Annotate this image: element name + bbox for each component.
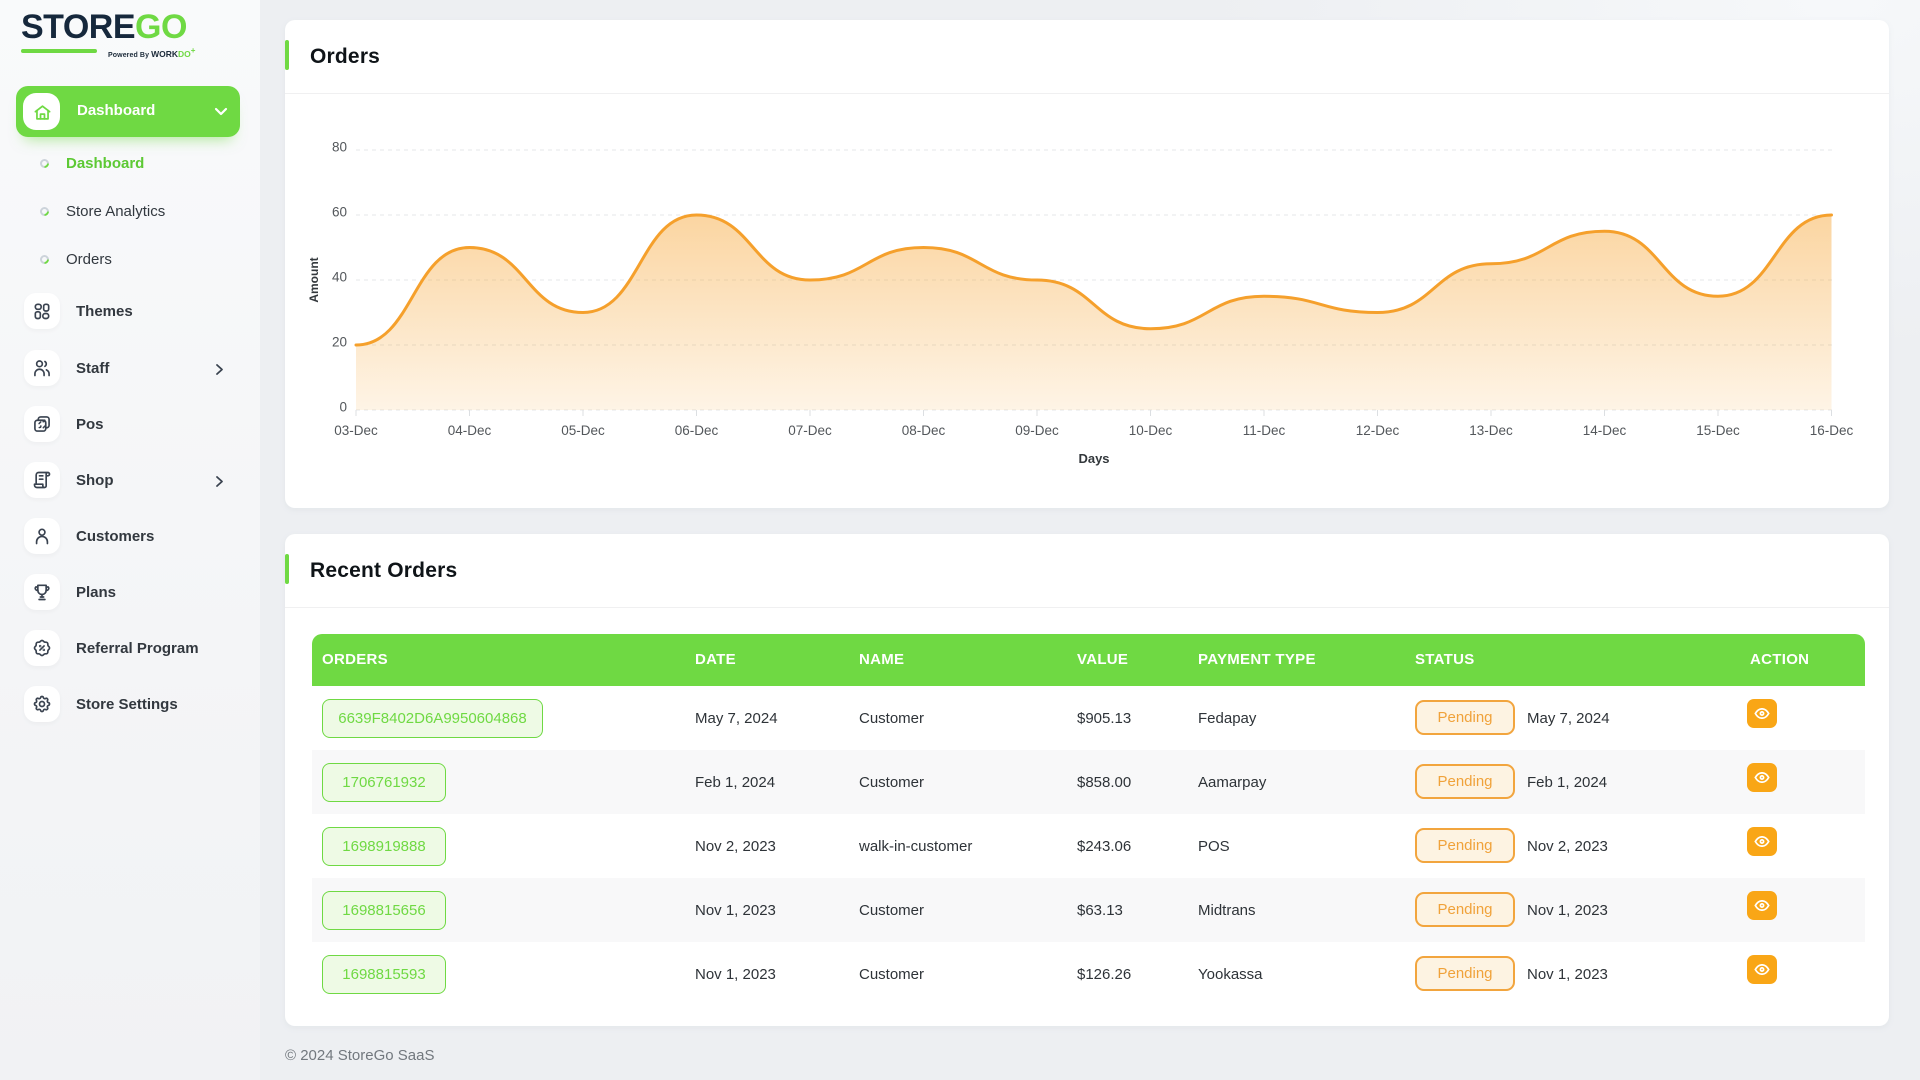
svg-text:0: 0 xyxy=(339,400,347,415)
svg-text:11-Dec: 11-Dec xyxy=(1243,423,1286,438)
svg-text:Amount: Amount xyxy=(307,257,321,302)
svg-text:12-Dec: 12-Dec xyxy=(1356,423,1400,438)
svg-text:10-Dec: 10-Dec xyxy=(1129,423,1173,438)
svg-text:03-Dec: 03-Dec xyxy=(334,423,378,438)
svg-text:05-Dec: 05-Dec xyxy=(561,423,605,438)
svg-text:80: 80 xyxy=(332,140,347,155)
svg-text:07-Dec: 07-Dec xyxy=(788,423,832,438)
svg-text:04-Dec: 04-Dec xyxy=(448,423,492,438)
svg-text:16-Dec: 16-Dec xyxy=(1810,423,1854,438)
svg-text:09-Dec: 09-Dec xyxy=(1015,423,1059,438)
svg-text:40: 40 xyxy=(332,270,347,285)
svg-text:14-Dec: 14-Dec xyxy=(1583,423,1627,438)
svg-text:06-Dec: 06-Dec xyxy=(675,423,719,438)
svg-text:13-Dec: 13-Dec xyxy=(1469,423,1513,438)
svg-text:15-Dec: 15-Dec xyxy=(1696,423,1740,438)
svg-text:20: 20 xyxy=(332,335,347,350)
svg-text:Days: Days xyxy=(1078,451,1109,466)
svg-text:60: 60 xyxy=(332,205,347,220)
svg-text:08-Dec: 08-Dec xyxy=(902,423,946,438)
